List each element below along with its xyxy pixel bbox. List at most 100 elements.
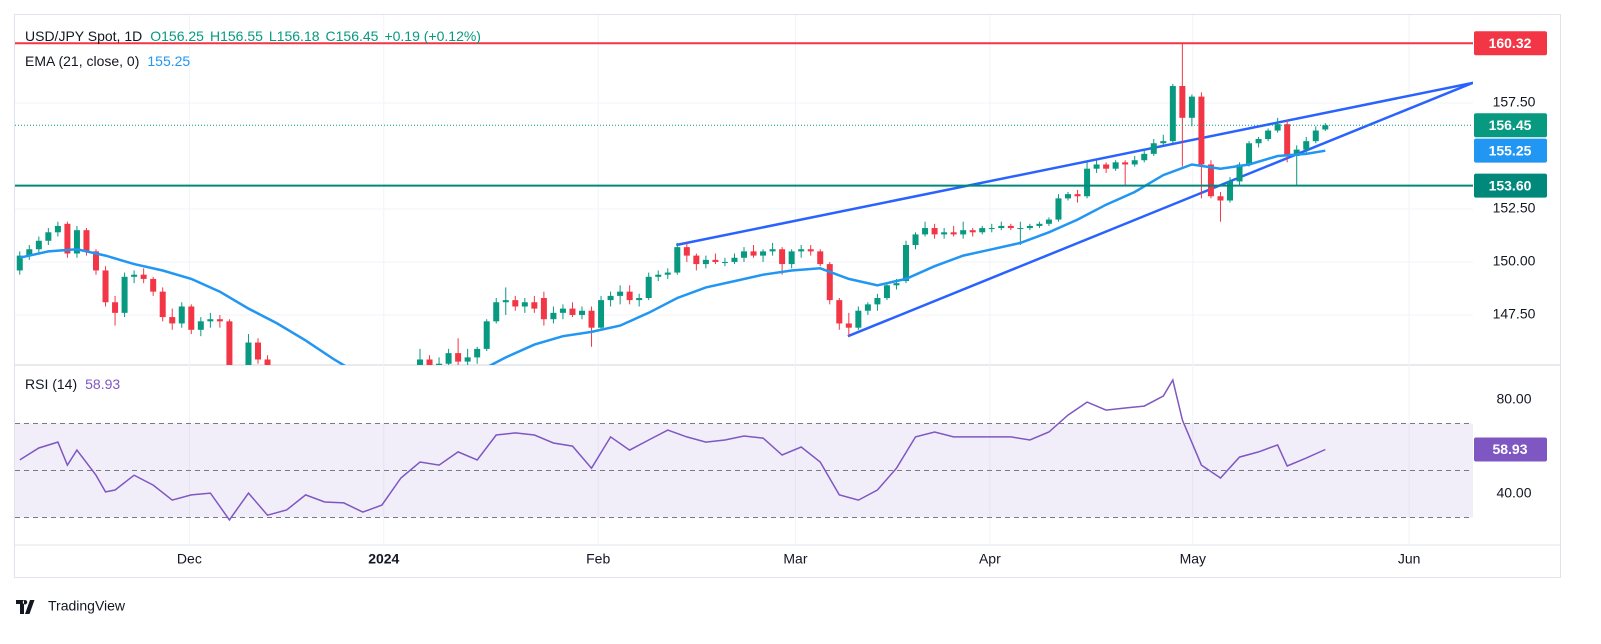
candle-body — [674, 247, 681, 273]
candle-body — [1045, 219, 1052, 224]
rsi-value: 58.93 — [85, 376, 120, 392]
candle-body — [64, 223, 71, 254]
candle-body — [1227, 181, 1233, 201]
candle-body — [826, 264, 833, 301]
candle-body — [998, 225, 1005, 229]
candle-body — [598, 300, 605, 328]
candle-body — [1017, 228, 1024, 230]
change: +0.19 (+0.12%) — [384, 28, 481, 44]
candle-body — [1150, 143, 1157, 154]
candle-body — [950, 232, 957, 235]
y-tick-label: 40.00 — [1496, 485, 1531, 501]
legend-header: USD/JPY Spot, 1D O156.25 H156.55 L156.18 C15… — [25, 28, 481, 44]
candle-body — [445, 353, 452, 364]
candle-body — [54, 225, 61, 233]
candle-body — [159, 291, 166, 318]
candle-body — [607, 295, 614, 301]
candle-body — [16, 255, 23, 271]
candle-body — [197, 321, 204, 330]
price-label: 156.45 — [1489, 117, 1532, 133]
candle-body — [874, 298, 881, 305]
candle-body — [45, 232, 52, 241]
rsi-line — [19, 378, 1326, 522]
candle-body — [798, 249, 805, 252]
candle-body — [1084, 168, 1091, 197]
candle-body — [521, 302, 528, 307]
close: C156.45 — [326, 28, 379, 44]
candle-body — [760, 251, 767, 256]
candle-body — [1236, 164, 1243, 182]
trendline — [676, 81, 1473, 247]
candle-body — [702, 259, 709, 265]
candle-body — [150, 278, 157, 292]
candle-body — [312, 398, 318, 426]
candle-body — [893, 283, 900, 286]
y-tick-label: 152.50 — [1493, 200, 1536, 216]
candle-body — [178, 306, 185, 324]
candle-body — [1179, 86, 1186, 118]
candle-body — [883, 285, 890, 299]
candle-body — [207, 319, 214, 322]
candle-body — [836, 300, 843, 324]
frame — [14, 14, 1561, 578]
candle-body — [779, 249, 786, 265]
candle-body — [550, 312, 557, 320]
price-label: 155.25 — [1489, 142, 1532, 158]
candle-body — [731, 257, 738, 262]
x-tick-label: May — [1180, 551, 1206, 567]
candle-body — [140, 274, 147, 279]
candle-body — [579, 310, 585, 315]
candle-body — [83, 230, 90, 252]
candle-body — [502, 300, 509, 303]
ema-legend: EMA (21, close, 0) 155.25 — [25, 53, 190, 69]
x-tick-label: Feb — [586, 551, 610, 567]
candle-body — [26, 249, 33, 256]
candle-body — [1007, 225, 1014, 229]
price-label: 153.60 — [1489, 177, 1532, 193]
candle-body — [817, 251, 824, 265]
x-tick-label: 2024 — [368, 551, 399, 567]
candle-body — [531, 302, 538, 309]
logo-mark — [16, 600, 35, 614]
candle-body — [464, 357, 471, 362]
price-label-box — [1474, 31, 1547, 56]
candle-body — [912, 234, 919, 246]
candle-body — [1122, 162, 1129, 165]
brand: TradingView — [48, 598, 126, 614]
candle-body — [216, 319, 223, 322]
candle-body — [655, 274, 662, 277]
candle-body — [73, 230, 80, 254]
candle-body — [1026, 225, 1033, 229]
trendline — [847, 81, 1473, 338]
y-tick-label: 157.50 — [1493, 94, 1536, 110]
ema-name: EMA (21, close, 0) — [25, 53, 139, 69]
candle-body — [236, 387, 242, 389]
rsi-pane — [15, 378, 1473, 522]
rsi-legend: RSI (14) 58.93 — [25, 376, 120, 392]
candle-body — [683, 247, 690, 256]
candle-body — [1265, 130, 1272, 140]
candle-body — [407, 374, 413, 393]
candle-body — [931, 228, 938, 235]
y-tick-label: 80.00 — [1496, 391, 1531, 407]
ema-value: 155.25 — [147, 53, 190, 69]
candle-body — [626, 291, 633, 301]
candle-body — [1274, 124, 1281, 131]
candle-body — [1103, 164, 1110, 169]
candle-body — [1131, 160, 1138, 165]
rsi-name: RSI (14) — [25, 376, 77, 392]
price-label-box — [1474, 113, 1547, 138]
candle-body — [1246, 143, 1253, 165]
candle-body — [474, 348, 481, 358]
candle-body — [1112, 162, 1119, 169]
candle-body — [941, 232, 948, 235]
candle-body — [588, 310, 595, 328]
candle-body — [922, 228, 929, 235]
candle-body — [559, 308, 566, 313]
candle-body — [169, 317, 176, 324]
logo — [16, 600, 35, 614]
candle-body — [303, 398, 309, 419]
x-tick-label: Apr — [979, 551, 1001, 567]
low: L156.18 — [269, 28, 320, 44]
candle-body — [1055, 198, 1062, 220]
